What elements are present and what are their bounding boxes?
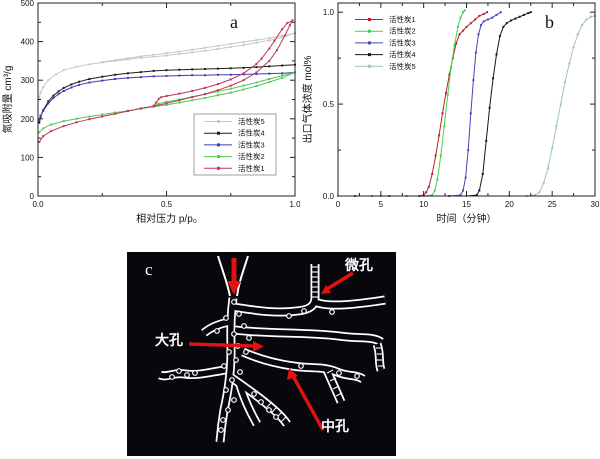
svg-text:活性炭2: 活性炭2 bbox=[238, 151, 265, 161]
svg-text:5: 5 bbox=[379, 200, 384, 209]
svg-text:0.5: 0.5 bbox=[323, 100, 335, 109]
svg-text:b: b bbox=[545, 12, 554, 32]
svg-text:活性炭1: 活性炭1 bbox=[389, 14, 416, 24]
svg-text:活性炭5: 活性炭5 bbox=[389, 61, 416, 71]
svg-text:30: 30 bbox=[591, 200, 600, 209]
panel-c-letter: c bbox=[145, 260, 153, 279]
svg-text:活性炭2: 活性炭2 bbox=[389, 26, 416, 36]
svg-text:活性炭4: 活性炭4 bbox=[389, 49, 416, 59]
svg-text:活性炭1: 活性炭1 bbox=[238, 163, 265, 173]
svg-text:活性炭3: 活性炭3 bbox=[238, 139, 265, 149]
svg-text:活性炭4: 活性炭4 bbox=[238, 128, 265, 138]
funnel-walls bbox=[217, 255, 249, 297]
mesopore-arrow bbox=[287, 368, 325, 431]
micropore-hatching bbox=[266, 266, 384, 423]
svg-text:0.0: 0.0 bbox=[323, 192, 335, 201]
svg-text:400: 400 bbox=[21, 38, 35, 47]
micropore-arrow bbox=[321, 271, 354, 294]
svg-text:时间（分钟）: 时间（分钟） bbox=[437, 212, 497, 225]
svg-text:0.0: 0.0 bbox=[32, 200, 44, 209]
svg-text:200: 200 bbox=[21, 115, 35, 124]
svg-text:1.0: 1.0 bbox=[323, 8, 335, 17]
annotation-arrows bbox=[188, 258, 354, 431]
svg-text:0.5: 0.5 bbox=[161, 200, 173, 209]
breakthrough-curve-chart: 0 5 10 15 20 25 30 0.0 0.5 1.0 时间（分钟） 出口气体浓度 mol% b 活… bbox=[301, 2, 600, 225]
svg-text:15: 15 bbox=[462, 200, 471, 209]
svg-text:500: 500 bbox=[21, 0, 35, 8]
pore-structure-panel: c 微孔 大孔 中孔 bbox=[127, 252, 396, 456]
svg-text:出口气体浓度 mol%: 出口气体浓度 mol% bbox=[301, 56, 314, 144]
adsorption-isotherm-chart: 0.0 0.5 1.0 0 100 200 300 400 500 相对压力 p/p₀ 氮吸附量 c… bbox=[1, 0, 300, 225]
svg-text:0: 0 bbox=[30, 192, 35, 201]
svg-text:活性炭5: 活性炭5 bbox=[238, 116, 265, 126]
pore-channel-outlines bbox=[158, 264, 386, 443]
pore-channel-interiors bbox=[158, 264, 386, 443]
macropore-arrow bbox=[188, 341, 264, 352]
svg-text:300: 300 bbox=[21, 76, 35, 85]
svg-text:10: 10 bbox=[419, 200, 428, 209]
micropore-label: 微孔 bbox=[345, 257, 373, 273]
svg-text:20: 20 bbox=[505, 200, 514, 209]
svg-text:a: a bbox=[230, 12, 238, 32]
svg-text:1.0: 1.0 bbox=[289, 200, 300, 209]
svg-text:100: 100 bbox=[21, 153, 35, 162]
inlet-arrow bbox=[227, 258, 241, 295]
svg-text:相对压力 p/p₀: 相对压力 p/p₀ bbox=[136, 212, 197, 225]
svg-text:氮吸附量 cm³/g: 氮吸附量 cm³/g bbox=[1, 66, 14, 134]
svg-text:活性炭3: 活性炭3 bbox=[389, 37, 416, 47]
svg-text:0: 0 bbox=[336, 200, 341, 209]
pore-structure-diagram bbox=[158, 255, 386, 443]
svg-text:25: 25 bbox=[548, 200, 557, 209]
mesopore-label: 中孔 bbox=[321, 418, 349, 434]
macropore-label: 大孔 bbox=[155, 332, 183, 348]
